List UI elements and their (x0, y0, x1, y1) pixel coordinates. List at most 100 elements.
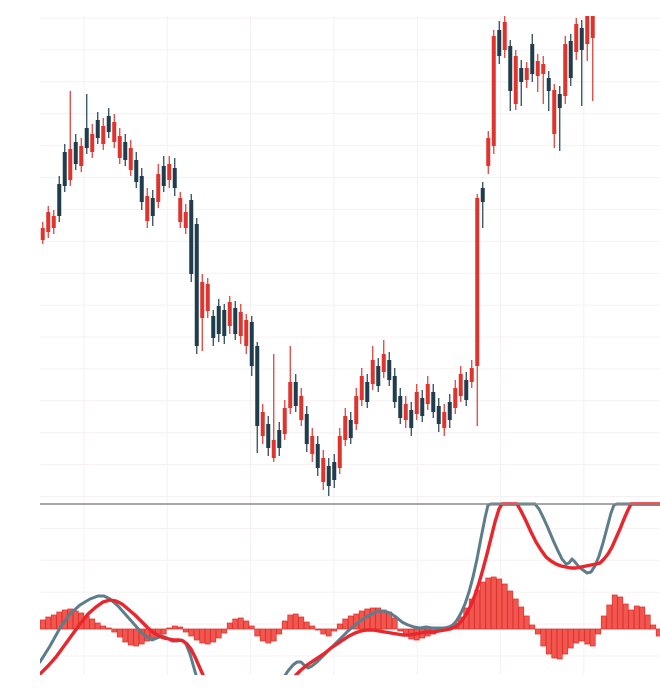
macd-histogram-bar (171, 625, 178, 630)
macd-histogram-bar (111, 628, 118, 633)
candle-body (574, 24, 579, 52)
candle-body (266, 424, 271, 448)
candle-body (178, 198, 183, 222)
candle-body (348, 420, 353, 438)
candle-body (552, 90, 557, 134)
candle-body (343, 416, 348, 440)
candle-body (238, 312, 243, 336)
macd-histogram-bar (210, 628, 217, 643)
candle-body (277, 430, 282, 448)
candle-body (299, 396, 304, 420)
macd-histogram-bar (397, 628, 404, 632)
candle-body (398, 396, 403, 418)
macd-histogram-bar (523, 615, 530, 630)
candle-body (519, 68, 524, 82)
macd-histogram-bar (342, 618, 349, 630)
macd-histogram-bar (105, 627, 112, 630)
candle-body (414, 392, 419, 414)
candle-body (134, 160, 139, 182)
macd-histogram-bar (336, 623, 343, 630)
macd-histogram-bar (265, 628, 272, 644)
macd-histogram-bar (303, 621, 310, 630)
macd-histogram-bar (633, 605, 640, 630)
candle-body (409, 410, 414, 428)
candle-body (68, 149, 73, 180)
macd-histogram-bar (243, 620, 250, 630)
candle-body (508, 46, 513, 91)
macd-histogram-bar (534, 628, 541, 635)
grid-lines (40, 16, 660, 675)
macd-histogram-bar (276, 628, 283, 635)
candle-body (387, 360, 392, 380)
candle-body (227, 302, 232, 326)
candle-body (139, 176, 144, 202)
macd-histogram-bar (133, 628, 140, 647)
candle-body (271, 440, 276, 458)
candle-body (557, 94, 562, 108)
macd-histogram-bar (193, 628, 200, 641)
macd-histogram-bar (617, 596, 624, 630)
candle-body (128, 148, 133, 170)
macd-histogram-bar (485, 577, 492, 630)
candle-body (112, 122, 117, 142)
macd-histogram-bar (600, 615, 607, 630)
macd-histogram-bar (188, 628, 195, 637)
candle-body (216, 306, 221, 334)
candle-body (535, 61, 540, 76)
macd-histogram-bar (281, 620, 288, 630)
candle-body (491, 36, 496, 146)
macd-histogram-bar (50, 614, 57, 630)
macd-histogram-bar (221, 628, 228, 634)
candle-body (145, 196, 150, 221)
candle-body (293, 382, 298, 406)
candle-body (530, 44, 535, 74)
macd-histogram-bar (215, 628, 222, 639)
candle-body (480, 188, 485, 202)
candles (40, 16, 595, 496)
candle-body (420, 398, 425, 416)
macd-histogram-bar (644, 614, 651, 630)
macd-histogram-bar (314, 628, 321, 631)
candle-body (513, 56, 518, 104)
macd-histogram-bar (551, 628, 558, 659)
candle-body (260, 412, 265, 436)
candle-body (123, 142, 128, 160)
candle-body (486, 138, 491, 166)
candle-body (167, 164, 172, 180)
candle-body (310, 436, 315, 454)
macd-histogram-bar (94, 622, 101, 630)
macd-histogram-bar (639, 606, 646, 630)
candle-body (189, 200, 194, 274)
macd-histogram-bar (325, 628, 332, 637)
macd-histogram-bar (589, 628, 596, 647)
candle-body (370, 360, 375, 384)
candle-body (79, 146, 84, 166)
trading-chart[interactable] (40, 16, 660, 675)
candle-body (156, 174, 161, 202)
macd-histogram-bar (595, 628, 602, 635)
macd-histogram-bar (40, 619, 46, 630)
macd-histogram-bar (375, 607, 382, 630)
candle-body (354, 396, 359, 424)
candle-body (172, 168, 177, 188)
candle-body (359, 376, 364, 400)
candle-body (425, 384, 430, 404)
candle-body (200, 282, 205, 318)
macd-histogram-bar (391, 617, 398, 630)
macd-histogram-bar (545, 628, 552, 655)
candle-body (458, 374, 463, 396)
macd-histogram-bar (628, 609, 635, 630)
candle-body (73, 142, 78, 164)
candle-body (475, 198, 480, 366)
candle-body (90, 134, 95, 152)
candle-body (84, 128, 89, 148)
macd-histogram-bar (45, 616, 52, 630)
candle-body (497, 30, 502, 56)
macd-histogram-bar (331, 628, 338, 632)
chart-canvas[interactable] (40, 16, 660, 675)
candle-body (469, 368, 474, 382)
macd-histogram-bar (479, 581, 486, 630)
candle-body (244, 320, 249, 346)
candle-body (392, 376, 397, 402)
candle-body (403, 404, 408, 420)
